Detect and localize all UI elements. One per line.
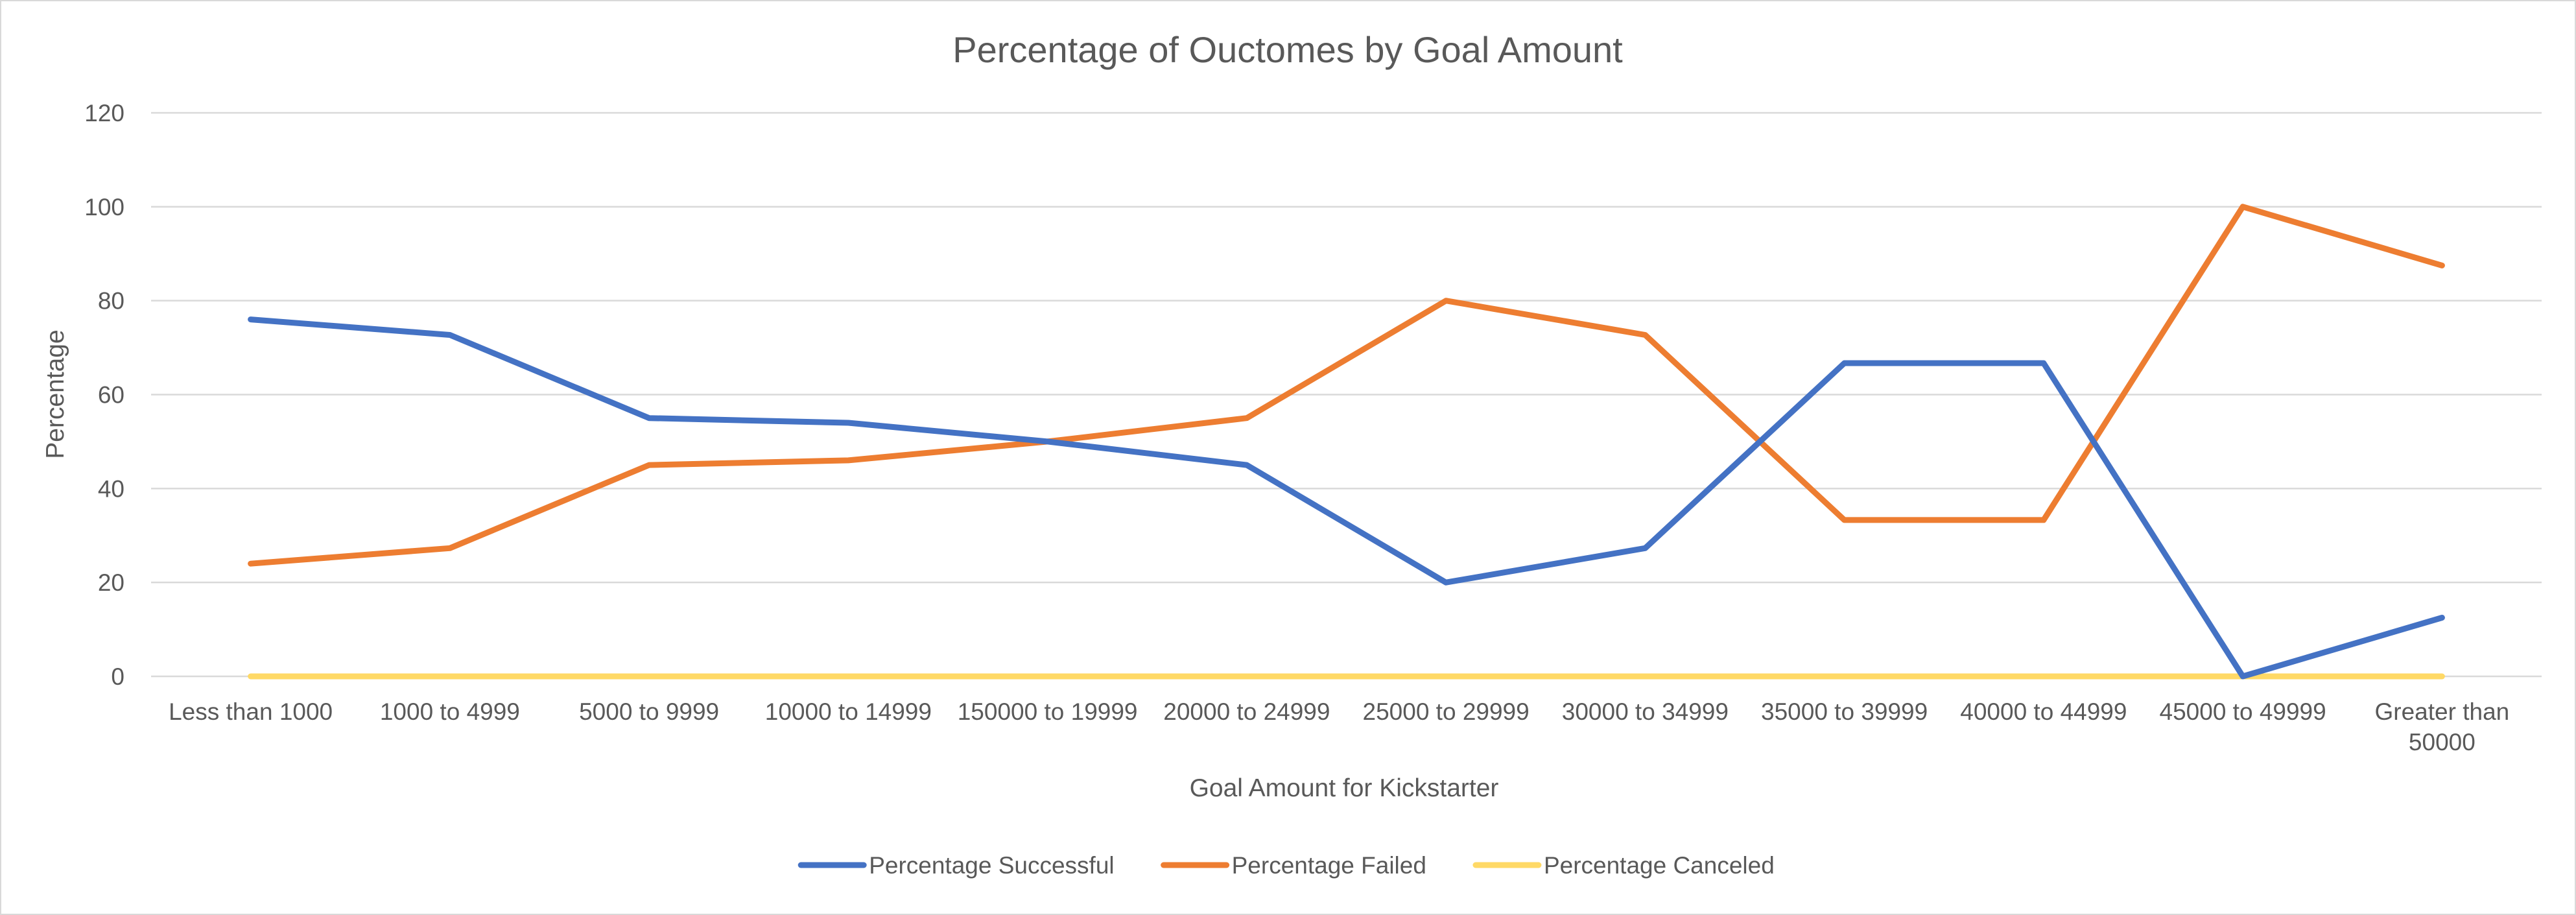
x-axis-ticks: Less than 1000 1000 to 4999 5000 to 9999 10… — [169, 698, 2509, 755]
y-tick-label: 60 — [98, 382, 124, 409]
x-tick-label: 5000 to 9999 — [579, 698, 719, 725]
y-tick-label: 20 — [98, 569, 124, 596]
x-tick-label: 20000 to 24999 — [1163, 698, 1330, 725]
y-tick-label: 0 — [111, 663, 124, 690]
x-tick-label: 35000 to 39999 — [1761, 698, 1928, 725]
x-tick-label: 30000 to 34999 — [1562, 698, 1729, 725]
x-tick-label: 150000 to 19999 — [958, 698, 1138, 725]
gridlines — [151, 112, 2542, 678]
x-tick-label: 1000 to 4999 — [380, 698, 520, 725]
legend: Percentage Successful Percentage Failed Pe… — [798, 852, 1775, 879]
y-axis-title: Percentage — [41, 329, 69, 458]
chart-title: Percentage of Ouctomes by Goal Amount — [952, 29, 1623, 70]
legend-label: Percentage Canceled — [1544, 852, 1775, 879]
series-line-percentage-failed — [248, 204, 2445, 567]
series-lines — [248, 204, 2445, 680]
y-tick-label: 40 — [98, 475, 124, 502]
x-tick-label: Greater than 50000 — [2375, 698, 2510, 755]
x-tick-label: 45000 to 49999 — [2160, 698, 2326, 725]
series-line-percentage-successful — [248, 316, 2445, 680]
legend-label: Percentage Failed — [1232, 852, 1426, 879]
y-tick-label: 120 — [84, 100, 124, 126]
x-axis-title: Goal Amount for Kickstarter — [1190, 774, 1499, 802]
y-tick-label: 100 — [84, 194, 124, 220]
y-axis-ticks: 0 20 40 60 80 100 120 — [84, 100, 124, 690]
x-tick-label: Less than 1000 — [169, 698, 333, 725]
x-tick-label: 25000 to 29999 — [1363, 698, 1530, 725]
x-tick-label: 40000 to 44999 — [1960, 698, 2127, 725]
y-tick-label: 80 — [98, 288, 124, 315]
x-tick-label: 10000 to 14999 — [765, 698, 932, 725]
legend-label: Percentage Successful — [869, 852, 1114, 879]
